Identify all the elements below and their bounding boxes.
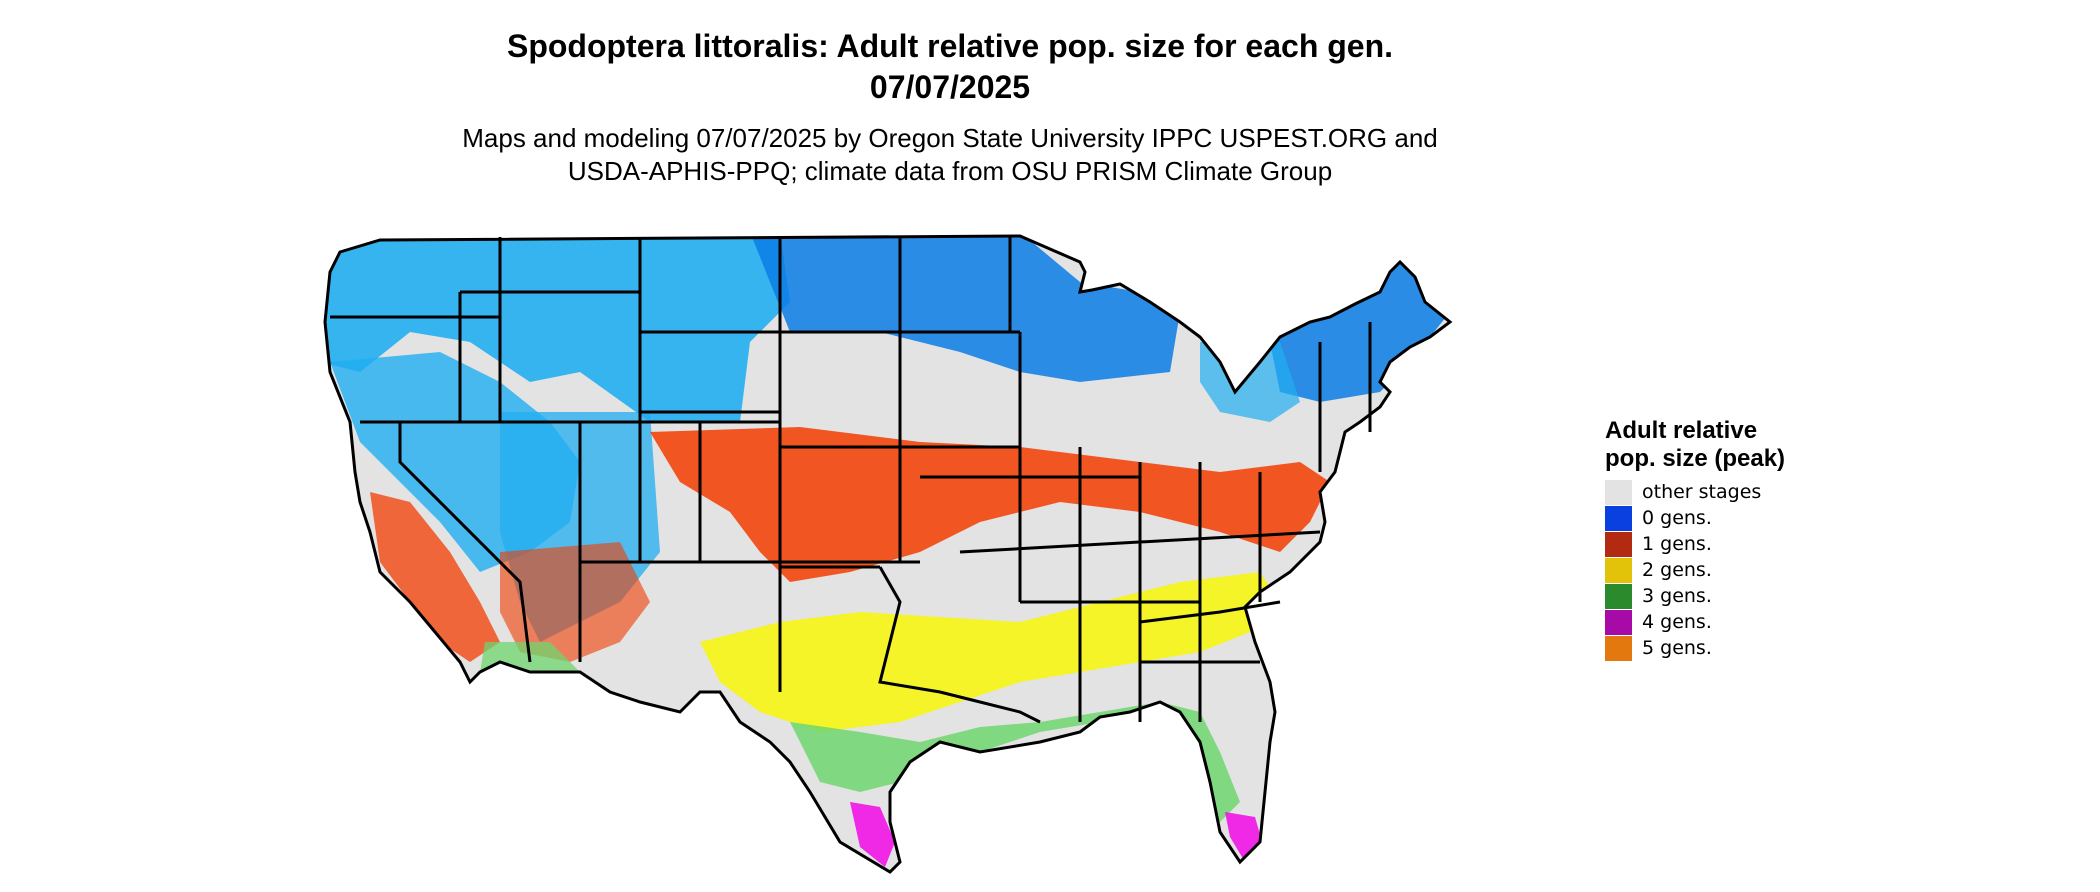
legend-item: other stages	[1605, 479, 1865, 505]
subtitle-line-2: USDA-APHIS-PPQ; climate data from OSU PR…	[567, 156, 1333, 186]
legend-swatch	[1605, 635, 1632, 661]
legend-items: other stages 0 gens. 1 gens. 2 gens. 3 gens.…	[1605, 479, 1865, 661]
legend-swatch	[1605, 609, 1632, 635]
legend-swatch	[1605, 531, 1632, 557]
zone-0-gens-north	[750, 236, 1180, 382]
zone-1-gens-southwest	[500, 542, 650, 662]
state-borders	[323, 234, 1453, 874]
legend-swatch	[1605, 583, 1632, 609]
map-subtitle: Maps and modeling 07/07/2025 by Oregon S…	[0, 122, 1900, 188]
legend-label: 0 gens.	[1642, 507, 1712, 529]
legend-swatch	[1605, 479, 1632, 505]
legend-label: 4 gens.	[1642, 611, 1712, 633]
legend-swatch	[1605, 505, 1632, 531]
legend-item: 0 gens.	[1605, 505, 1865, 531]
legend-label: 3 gens.	[1642, 585, 1712, 607]
legend-swatch	[1605, 557, 1632, 583]
us-map-svg	[323, 234, 1453, 874]
zone-3-gens-gulf	[790, 702, 1240, 822]
title-line-2: 07/07/2025	[869, 69, 1031, 105]
legend-item: 5 gens.	[1605, 635, 1865, 661]
title-line-1: Spodoptera littoralis: Adult relative po…	[506, 28, 1394, 64]
legend-item: 1 gens.	[1605, 531, 1865, 557]
zone-1-gens-california	[370, 492, 500, 662]
us-map	[320, 222, 1580, 892]
legend-item: 4 gens.	[1605, 609, 1865, 635]
zone-4-gens-texas	[850, 802, 895, 867]
legend-item: 3 gens.	[1605, 583, 1865, 609]
legend: Adult relative pop. size (peak) other st…	[1605, 417, 1865, 661]
legend-label: 2 gens.	[1642, 559, 1712, 581]
map-title: Spodoptera littoralis: Adult relative po…	[0, 26, 1900, 108]
legend-item: 2 gens.	[1605, 557, 1865, 583]
zone-0-gens-northwest	[325, 236, 790, 422]
legend-label: other stages	[1642, 481, 1762, 503]
legend-label: 5 gens.	[1642, 637, 1712, 659]
zone-1-gens-plains	[650, 427, 1330, 582]
legend-label: 1 gens.	[1642, 533, 1712, 555]
zone-2-gens-south	[700, 572, 1280, 732]
generation-zones	[325, 236, 1450, 867]
legend-title: Adult relative pop. size (peak)	[1605, 417, 1786, 472]
subtitle-line-1: Maps and modeling 07/07/2025 by Oregon S…	[462, 123, 1438, 153]
